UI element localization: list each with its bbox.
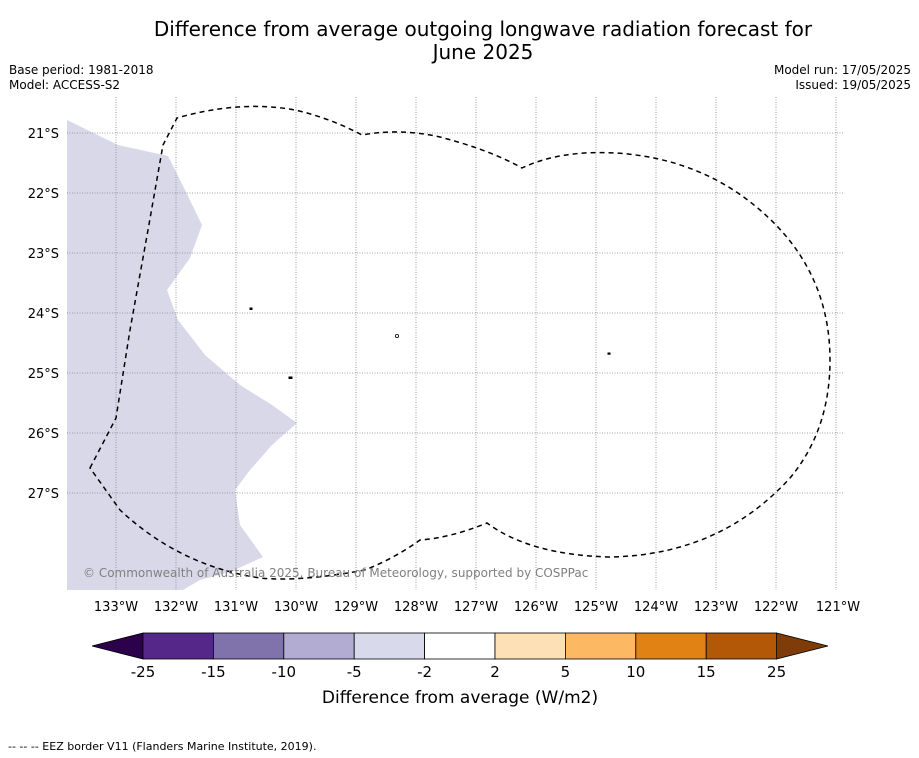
lon-tick-label: 124°W bbox=[634, 600, 678, 615]
colorbar-segment bbox=[142, 632, 214, 660]
colorbar-over-extension bbox=[776, 632, 829, 660]
longitude-tick-labels: 133°W 132°W 131°W 130°W 129°W 128°W 127°… bbox=[94, 600, 860, 615]
lat-tick-label: 27°S bbox=[28, 487, 59, 502]
model-name: Model: ACCESS-S2 bbox=[9, 78, 121, 92]
colorbar-segment bbox=[353, 632, 426, 660]
colorbar-segment bbox=[212, 632, 285, 660]
colorbar-tick-label: -25 bbox=[131, 663, 156, 681]
colorbar-tick-label: 5 bbox=[561, 663, 571, 681]
lon-tick-label: 126°W bbox=[514, 600, 558, 615]
lon-tick-label: 129°W bbox=[334, 600, 378, 615]
colorbar-tick-label: 2 bbox=[490, 663, 500, 681]
island-marker bbox=[249, 307, 253, 310]
colorbar-segment bbox=[705, 632, 778, 660]
title-line-2: June 2025 bbox=[432, 40, 534, 64]
lon-tick-label: 130°W bbox=[274, 600, 318, 615]
colorbar-tick-label: -5 bbox=[347, 663, 362, 681]
colorbar-tick-label: 25 bbox=[767, 663, 786, 681]
lon-tick-label: 123°W bbox=[694, 600, 738, 615]
lat-tick-label: 23°S bbox=[28, 247, 59, 262]
colorbar: -25 -15 -10 -5 -2 2 5 10 15 25 bbox=[91, 632, 829, 681]
eez-footnote: -- -- -- EEZ border V11 (Flanders Marine… bbox=[8, 740, 317, 753]
colorbar-tick-label: 10 bbox=[626, 663, 645, 681]
colorbar-label: Difference from average (W/m2) bbox=[322, 688, 598, 708]
lon-tick-label: 133°W bbox=[94, 600, 138, 615]
island-marker bbox=[394, 333, 399, 338]
lon-tick-label: 132°W bbox=[154, 600, 198, 615]
lon-tick-label: 127°W bbox=[454, 600, 498, 615]
issued-date: Issued: 19/05/2025 bbox=[795, 78, 911, 92]
lon-tick-label: 122°W bbox=[754, 600, 798, 615]
map-grid bbox=[67, 97, 843, 590]
meta-right: Model run: 17/05/2025 Issued: 19/05/2025 bbox=[774, 63, 911, 93]
islands bbox=[249, 307, 611, 379]
island-marker bbox=[607, 352, 611, 355]
colorbar-tick-label: -10 bbox=[272, 663, 297, 681]
meta-left: Base period: 1981-2018 Model: ACCESS-S2 bbox=[9, 63, 154, 93]
model-run: Model run: 17/05/2025 bbox=[773, 63, 911, 77]
lat-tick-label: 25°S bbox=[28, 367, 59, 382]
lat-tick-label: 22°S bbox=[28, 187, 59, 202]
base-period: Base period: 1981-2018 bbox=[9, 63, 154, 77]
lon-tick-label: 128°W bbox=[394, 600, 438, 615]
colorbar-tick-label: 15 bbox=[697, 663, 716, 681]
colorbar-segment bbox=[494, 632, 566, 660]
colorbar-under-extension bbox=[91, 632, 144, 660]
latitude-tick-labels: 21°S 22°S 23°S 24°S 25°S 26°S 27°S bbox=[28, 127, 59, 502]
eez-border-line bbox=[89, 105, 831, 580]
colorbar-segment bbox=[635, 632, 707, 660]
colorbar-segment bbox=[424, 632, 496, 660]
lon-tick-label: 125°W bbox=[574, 600, 618, 615]
copyright-text: © Commonwealth of Australia 2025, Bureau… bbox=[83, 566, 588, 580]
colorbar-segment bbox=[565, 632, 637, 660]
colorbar-segment bbox=[283, 632, 355, 660]
anomaly-region-minus5-minus2 bbox=[67, 120, 297, 590]
lat-tick-label: 21°S bbox=[28, 127, 59, 142]
island-marker bbox=[288, 376, 293, 379]
lat-tick-label: 26°S bbox=[28, 427, 59, 442]
lon-tick-label: 121°W bbox=[816, 600, 860, 615]
colorbar-tick-label: -15 bbox=[201, 663, 226, 681]
lat-tick-label: 24°S bbox=[28, 307, 59, 322]
lon-tick-label: 131°W bbox=[214, 600, 258, 615]
title-line-1: Difference from average outgoing longwav… bbox=[153, 17, 813, 41]
map-area[interactable]: © Commonwealth of Australia 2025, Bureau… bbox=[67, 97, 843, 590]
map-title: Difference from average outgoing longwav… bbox=[0, 18, 919, 64]
colorbar-tick-label: -2 bbox=[417, 663, 432, 681]
